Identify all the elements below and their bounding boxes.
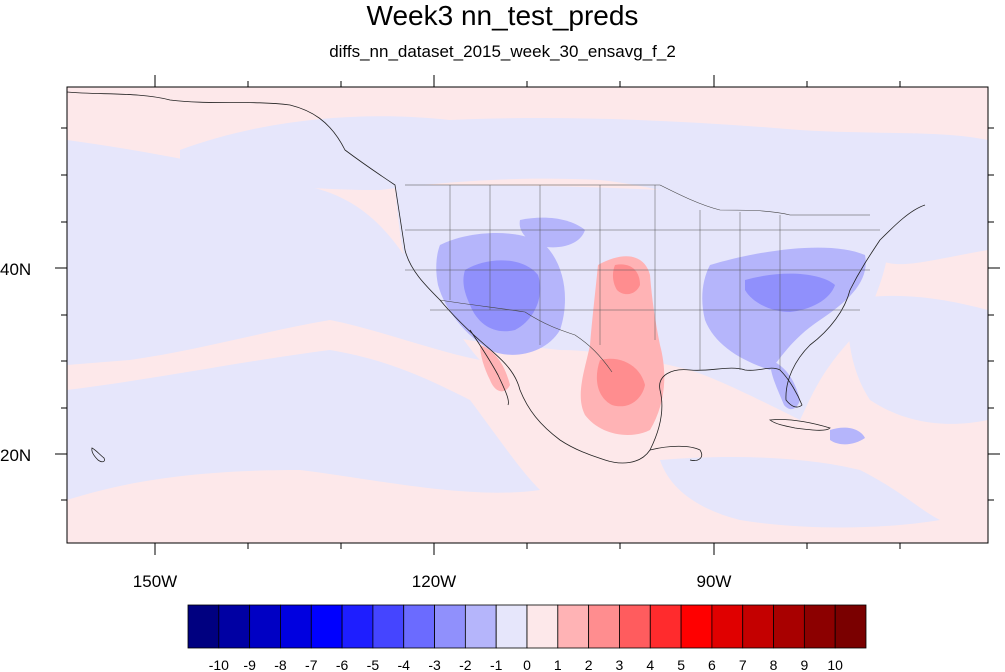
map-subtitle: diffs_nn_dataset_2015_week_30_ensavg_f_2 [329,42,676,61]
anomaly-region-neg-caribbean [660,457,940,528]
colorbar-swatch [310,604,343,649]
colorbar-label: 3 [616,657,624,672]
lon-label-120w: 120W [412,572,456,591]
border-us-canada [405,184,870,216]
anomaly-core-neg-west [463,260,541,332]
colorbar-label: -3 [428,657,441,672]
colorbar-swatch [434,604,466,649]
colorbar-label: -4 [398,657,411,672]
anomaly-core-pos-texas [596,358,645,407]
colorbar-swatch [649,604,682,649]
coastline-cuba [768,419,831,431]
colorbar-swatch [341,604,374,649]
colorbar-swatch [803,604,836,649]
colorbar-swatch [372,604,405,649]
colorbar-label: 5 [677,657,685,672]
colorbar-label: 2 [585,657,593,672]
colorbar-label: -8 [274,657,287,672]
colorbar-swatch [218,604,251,649]
coastline-hawaii [91,447,105,463]
colorbar-swatch [249,604,281,649]
anomaly-region-neg-atlantic [848,295,988,424]
colorbar-swatch [680,604,713,649]
axis-ticks [55,75,1000,555]
us-state-lines [405,185,880,370]
lat-label-40n: 40N [0,260,31,279]
colorbar-label: 10 [827,657,843,672]
colorbar-label: -5 [367,657,380,672]
lon-label-90w: 90W [697,572,732,591]
anomaly-blob-neg-florida [770,360,800,410]
anomaly-blob-neg-north-plains [519,217,585,248]
colorbar-label: -2 [459,657,472,672]
anomaly-region-neg-subtropics [67,350,540,500]
colorbar-label: 7 [739,657,747,672]
colorbar-label: 6 [708,657,716,672]
colorbar-swatch [773,604,805,649]
colorbar-swatch [588,604,620,649]
colorbar-label: -9 [243,657,256,672]
anomaly-field [67,116,988,528]
colorbar-swatch [742,604,774,649]
anomaly-blob-neg-gulf-of-mexico [830,427,865,445]
border-us-mexico [439,299,613,373]
lat-label-20n: 20N [0,446,31,465]
coastline-north-america [66,91,926,464]
colorbar-swatch [619,604,651,649]
anomaly-core-neg-east [745,273,835,312]
coastline-yucatan [649,445,703,461]
colorbar-swatch [711,604,744,649]
colorbar-swatch [495,604,528,649]
anomaly-region-neg-west-pacific [67,140,480,365]
colorbar-swatch [280,604,312,649]
colorbar-label: -1 [490,657,503,672]
colorbar-swatch [464,604,497,649]
colorbar-swatch [834,604,867,649]
colorbar-label: -7 [305,657,318,672]
colorbar-label: 9 [800,657,808,672]
colorbar-label: 0 [523,657,531,672]
map-title: Week3 nn_test_preds [366,0,639,31]
coastlines [66,91,926,464]
colorbar-label: -6 [336,657,349,672]
colorbar-label: -10 [209,657,229,672]
colorbar-label: 1 [554,657,562,672]
colorbar-swatch [403,604,435,649]
coastline-baja [469,329,509,406]
colorbar [187,604,867,649]
colorbar-swatch [557,604,590,649]
colorbar-label: 4 [646,657,654,672]
anomaly-core-pos-plains [612,264,640,295]
lon-label-150w: 150W [133,572,177,591]
colorbar-swatch [187,604,220,649]
colorbar-label: 8 [770,657,778,672]
colorbar-swatch [526,604,559,649]
colorbar-labels: -10 -9 -8 -7 -6 -5 -4 -3 -2 -1 0 1 2 3 4 5 6 7 8 9 10 [209,657,843,672]
